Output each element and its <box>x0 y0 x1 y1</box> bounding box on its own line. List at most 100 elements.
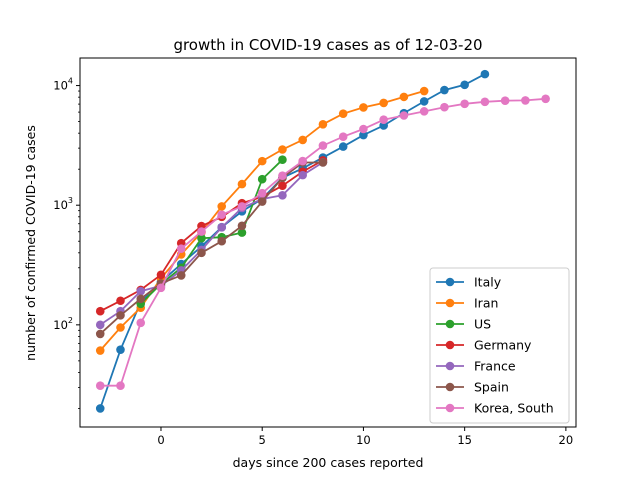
data-point <box>298 135 307 145</box>
data-point <box>237 179 247 189</box>
legend-item: Germany <box>436 338 532 353</box>
data-point <box>278 155 287 165</box>
legend-item: Iran <box>436 296 498 311</box>
data-point <box>237 202 247 211</box>
legend-swatch-marker <box>445 382 455 392</box>
data-point <box>541 94 550 104</box>
data-point <box>136 286 146 296</box>
legend-item: Korea, South <box>436 401 554 416</box>
legend-label: Italy <box>474 275 502 290</box>
legend-label: US <box>474 317 491 332</box>
data-point <box>278 145 287 154</box>
data-point <box>338 132 348 142</box>
legend-label: France <box>474 359 516 374</box>
data-point <box>440 102 449 112</box>
data-point <box>176 271 186 280</box>
data-point <box>278 191 287 200</box>
data-point <box>136 318 146 328</box>
data-point <box>278 171 287 180</box>
data-point <box>278 181 287 190</box>
legend-swatch-marker <box>445 298 455 308</box>
chart-title: growth in COVID-19 cases as of 12-03-20 <box>173 36 482 54</box>
legend-label: Germany <box>474 338 532 353</box>
y-tick-label: 103 <box>53 196 73 212</box>
legend-label: Iran <box>474 296 498 311</box>
data-point <box>95 320 105 330</box>
data-point <box>95 381 105 390</box>
data-point <box>359 130 368 140</box>
data-point <box>419 97 429 106</box>
data-point <box>480 97 490 107</box>
data-point <box>298 156 307 166</box>
data-point <box>156 270 166 280</box>
data-point <box>116 311 125 320</box>
series-line <box>99 161 324 326</box>
y-tick-label: 104 <box>53 77 73 93</box>
data-point <box>318 119 328 129</box>
legend-swatch-marker <box>445 340 455 350</box>
data-point <box>217 210 227 220</box>
x-tick-label: 10 <box>356 433 371 447</box>
data-point <box>197 233 206 243</box>
series-spain <box>95 158 328 339</box>
data-point <box>95 329 105 339</box>
series-korea-south <box>95 94 550 390</box>
data-point <box>257 188 267 198</box>
data-point <box>318 141 328 150</box>
data-point <box>176 244 186 253</box>
data-point <box>298 170 307 180</box>
data-point <box>419 86 429 96</box>
data-point <box>500 96 510 105</box>
data-point <box>399 111 409 120</box>
data-point <box>399 92 409 102</box>
legend-item: US <box>436 317 491 332</box>
data-point <box>217 236 227 246</box>
data-point <box>521 96 530 105</box>
data-point <box>257 197 267 206</box>
legend-item: Italy <box>436 275 502 290</box>
legend-label: Korea, South <box>474 401 554 416</box>
legend-swatch-marker <box>445 403 455 413</box>
data-point <box>480 69 490 79</box>
legend-swatch-marker <box>445 319 455 329</box>
data-point <box>257 156 267 166</box>
data-point <box>338 142 348 151</box>
plot-frame <box>79 57 577 428</box>
legend-item: France <box>436 359 516 374</box>
x-tick-label: 20 <box>559 433 574 447</box>
data-point <box>116 345 125 354</box>
data-point <box>95 346 105 355</box>
y-axis-label: number of confirmed COVID-19 cases <box>23 125 38 361</box>
x-tick-label: 15 <box>457 433 472 447</box>
x-tick-label: 5 <box>259 433 266 447</box>
data-point <box>95 306 105 316</box>
y-tick-label: 102 <box>53 316 73 332</box>
data-point <box>237 221 247 231</box>
data-point <box>95 404 105 413</box>
x-axis-ticks: 0 5 10 15 20 <box>157 427 573 447</box>
data-point <box>116 381 125 390</box>
x-tick-label: 0 <box>157 433 164 447</box>
data-point <box>136 294 146 304</box>
data-point <box>116 323 125 332</box>
legend-item: Spain <box>436 380 509 395</box>
x-axis-label: days since 200 cases reported <box>233 455 424 470</box>
data-point <box>379 98 388 108</box>
data-point <box>217 202 227 211</box>
data-point <box>338 109 348 118</box>
data-point <box>197 248 206 258</box>
legend-label: Spain <box>474 380 509 395</box>
legend-swatch-marker <box>445 361 455 371</box>
y-axis-ticks: 102 103 104 <box>53 77 80 409</box>
data-point <box>379 115 388 124</box>
data-point <box>460 99 469 109</box>
data-point <box>460 80 469 90</box>
data-point <box>116 296 125 306</box>
data-point <box>156 283 166 293</box>
data-point <box>440 85 449 95</box>
data-point <box>217 223 227 232</box>
data-point <box>197 227 206 236</box>
data-point <box>237 228 247 237</box>
data-point <box>359 124 368 134</box>
